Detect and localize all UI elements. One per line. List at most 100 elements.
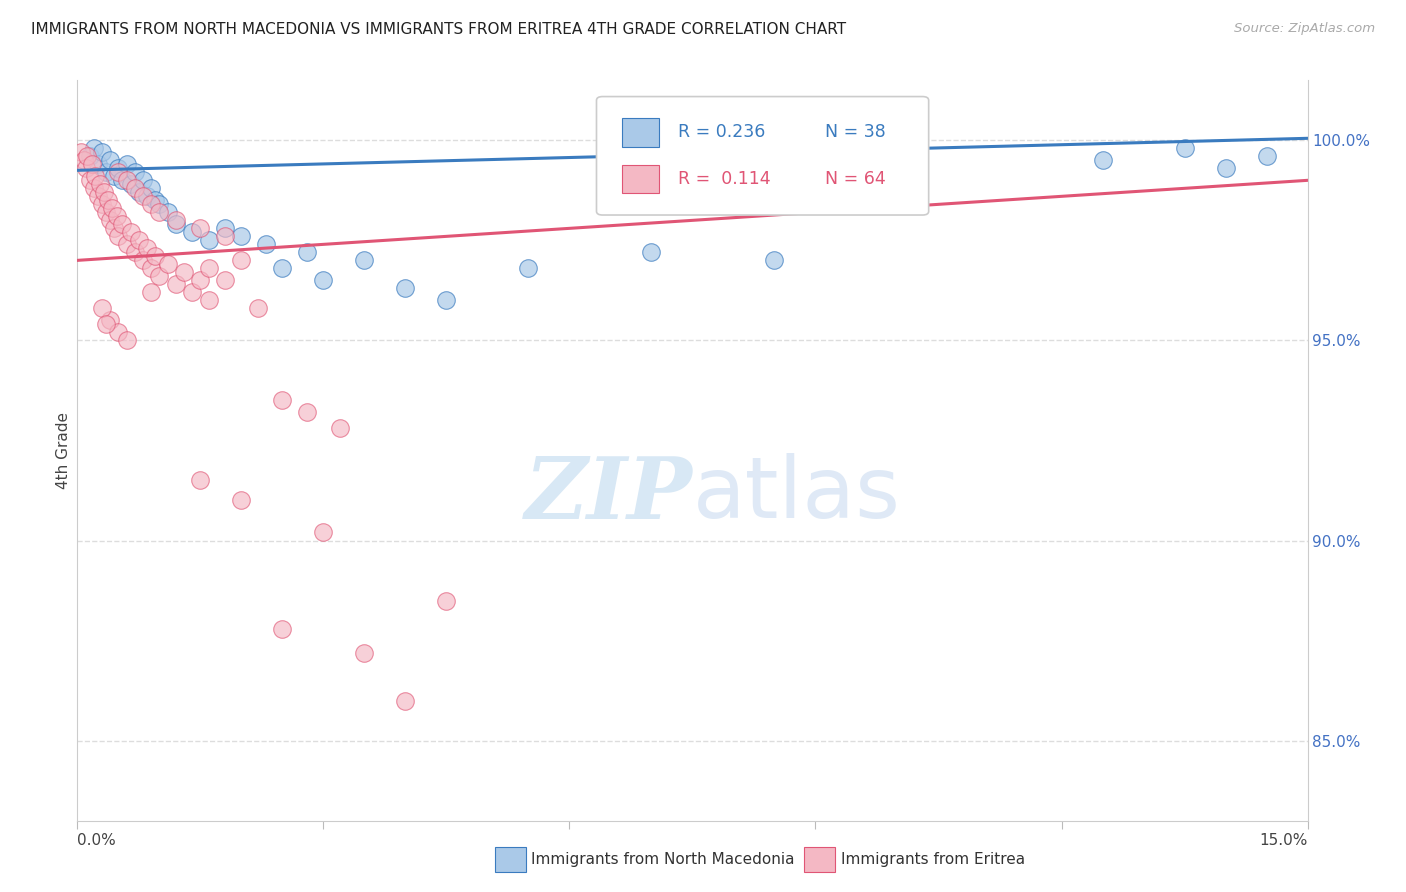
Point [94, 165, 117, 179]
Point [197, 233, 219, 247]
Point [107, 165, 129, 179]
Point [436, 293, 458, 308]
Point [517, 261, 540, 276]
Point [124, 245, 146, 260]
Point [165, 277, 187, 292]
Point [214, 229, 236, 244]
Point [90, 145, 114, 160]
Text: Immigrants from Eritrea: Immigrants from Eritrea [841, 853, 1025, 867]
Point [98, 153, 121, 168]
Point [197, 261, 219, 276]
Point [156, 205, 179, 219]
Point [246, 301, 269, 316]
Point [115, 334, 138, 348]
Point [156, 257, 179, 271]
Point [128, 233, 150, 247]
Text: 15.0%: 15.0% [1260, 832, 1308, 847]
Point [353, 253, 375, 268]
Point [98, 213, 121, 227]
Point [295, 245, 318, 260]
Point [124, 181, 146, 195]
Point [143, 249, 166, 263]
Bar [623, 165, 659, 194]
Point [75, 161, 97, 176]
Point [103, 169, 125, 184]
Point [271, 622, 294, 636]
Point [90, 301, 114, 316]
Point [132, 173, 155, 187]
Point [83, 141, 105, 155]
Point [353, 646, 375, 660]
Point [136, 241, 159, 255]
Point [763, 253, 786, 268]
Point [165, 218, 187, 232]
Point [312, 273, 335, 287]
Point [214, 221, 236, 235]
Point [120, 225, 142, 239]
Point [98, 313, 121, 327]
Point [141, 197, 163, 211]
Point [83, 181, 105, 195]
Point [107, 229, 129, 244]
Point [1174, 141, 1197, 155]
Point [165, 213, 187, 227]
Point [271, 261, 294, 276]
Text: IMMIGRANTS FROM NORTH MACEDONIA VS IMMIGRANTS FROM ERITREA 4TH GRADE CORRELATION: IMMIGRANTS FROM NORTH MACEDONIA VS IMMIG… [31, 22, 846, 37]
Point [148, 205, 170, 219]
Text: N = 38: N = 38 [825, 123, 886, 142]
Point [394, 281, 416, 295]
Point [73, 153, 96, 168]
Point [188, 273, 212, 287]
Point [82, 157, 104, 171]
Point [111, 173, 134, 187]
Point [436, 593, 458, 607]
Point [79, 173, 101, 187]
Point [181, 285, 204, 300]
Point [115, 173, 138, 187]
Text: 0.0%: 0.0% [77, 832, 117, 847]
Point [103, 221, 125, 235]
Point [141, 261, 163, 276]
Point [93, 186, 115, 200]
Point [214, 273, 236, 287]
Point [148, 197, 170, 211]
Point [1256, 149, 1278, 163]
Text: atlas: atlas [693, 453, 900, 536]
Point [271, 393, 294, 408]
Text: Immigrants from North Macedonia: Immigrants from North Macedonia [531, 853, 794, 867]
Point [101, 202, 124, 216]
Point [231, 493, 253, 508]
Point [141, 285, 163, 300]
Point [148, 269, 170, 284]
Point [70, 145, 93, 160]
Point [79, 149, 101, 163]
Point [141, 181, 163, 195]
Point [87, 157, 110, 171]
Point [115, 237, 138, 252]
Point [181, 225, 204, 239]
Point [1215, 161, 1237, 176]
Point [132, 189, 155, 203]
Point [107, 161, 129, 176]
Point [89, 178, 111, 192]
Point [132, 253, 155, 268]
Text: ZIP: ZIP [524, 453, 693, 537]
Point [329, 421, 352, 435]
Point [188, 221, 212, 235]
Text: R =  0.114: R = 0.114 [678, 170, 770, 188]
Bar [623, 119, 659, 146]
Y-axis label: 4th Grade: 4th Grade [56, 412, 70, 489]
Text: Source: ZipAtlas.com: Source: ZipAtlas.com [1234, 22, 1375, 36]
Point [105, 210, 128, 224]
FancyBboxPatch shape [596, 96, 929, 215]
Point [1091, 153, 1114, 168]
Point [76, 149, 98, 163]
Point [128, 186, 150, 200]
Point [143, 194, 166, 208]
Point [640, 245, 662, 260]
Point [231, 229, 253, 244]
Point [136, 189, 159, 203]
Point [188, 474, 212, 488]
Point [312, 525, 335, 540]
Point [124, 165, 146, 179]
